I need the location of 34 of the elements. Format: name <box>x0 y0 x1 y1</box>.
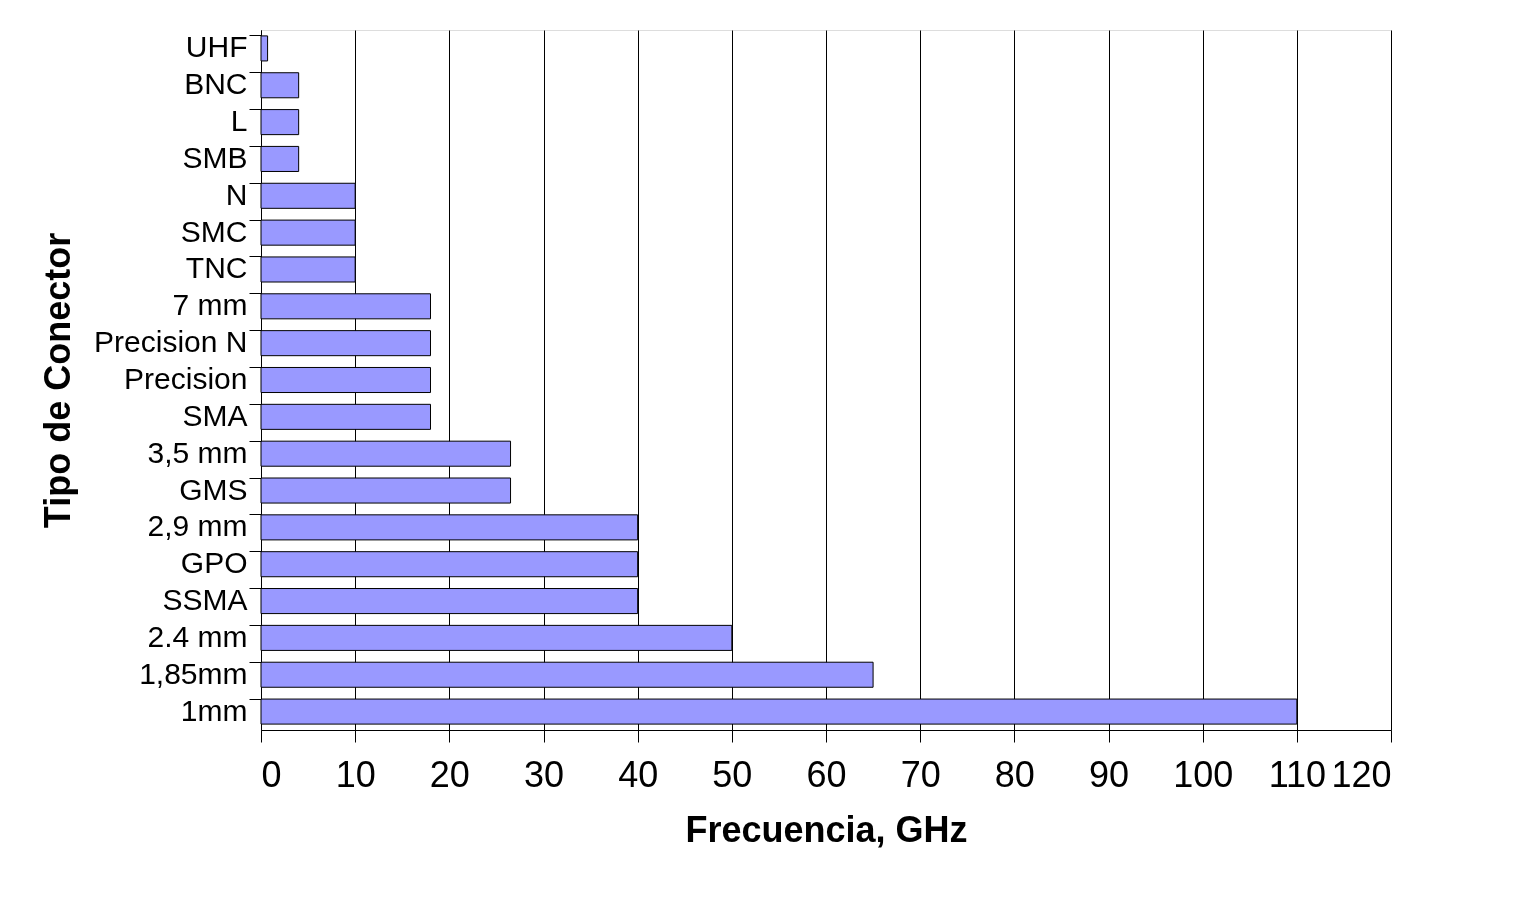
y-tick-label: SSMA <box>162 583 248 617</box>
x-tick-label: 90 <box>1088 753 1130 795</box>
y-tick-label: Precision <box>124 362 248 395</box>
x-tick-label: 50 <box>712 753 753 795</box>
y-tick-label: 1,85mm <box>139 656 248 690</box>
y-tick-label: SMC <box>180 214 248 248</box>
y-tick-label: GPO <box>180 546 248 580</box>
y-axis-title: Tipo de Conector <box>37 232 79 529</box>
x-tick-label: 110 <box>1268 753 1327 795</box>
y-tick-label: Precision N <box>94 325 248 359</box>
y-tick-label: SMB <box>182 140 248 174</box>
y-tick-label: BNC <box>184 67 248 101</box>
x-tick-label: 100 <box>1173 753 1234 795</box>
x-tick-label: 0 <box>261 753 282 795</box>
y-tick-label: N <box>225 177 248 211</box>
y-tick-label: UHF <box>185 30 248 64</box>
y-tick-label: GMS <box>179 472 248 506</box>
x-tick-label: 10 <box>335 753 376 795</box>
x-tick-label: 40 <box>618 753 659 795</box>
x-tick-label: 60 <box>806 753 847 795</box>
y-tick-label: L <box>230 104 248 138</box>
y-tick-label: TNC <box>185 251 248 285</box>
x-tick-label: 70 <box>900 753 941 795</box>
y-tick-label: 1mm <box>180 693 248 727</box>
x-tick-label: 80 <box>994 753 1035 795</box>
y-tick-label: 7 mm <box>172 288 248 322</box>
x-axis-title: Frecuencia, GHz <box>685 808 968 850</box>
y-tick-label: 2,9 mm <box>147 509 248 543</box>
y-tick-label: 2.4 mm <box>147 619 248 653</box>
x-tick-label: 30 <box>523 753 565 795</box>
x-tick-label: 20 <box>429 753 470 795</box>
y-tick-label: SMA <box>182 398 248 432</box>
x-tick-label: 120 <box>1331 753 1392 795</box>
y-tick-label: 3,5 mm <box>147 435 248 469</box>
